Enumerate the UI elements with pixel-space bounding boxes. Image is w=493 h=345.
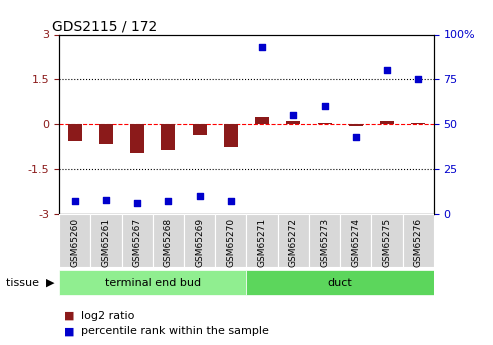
Point <box>165 199 173 204</box>
Text: GSM65272: GSM65272 <box>289 218 298 267</box>
Bar <box>286 121 300 124</box>
Text: GSM65274: GSM65274 <box>352 218 360 267</box>
Bar <box>246 214 278 267</box>
Text: percentile rank within the sample: percentile rank within the sample <box>81 326 269 336</box>
Text: GSM65269: GSM65269 <box>195 218 204 267</box>
Bar <box>371 214 403 267</box>
Bar <box>184 214 215 267</box>
Bar <box>317 123 332 124</box>
Point <box>133 200 141 206</box>
Text: duct: duct <box>328 278 352 288</box>
Bar <box>411 123 425 124</box>
Bar <box>246 270 434 295</box>
Bar <box>122 214 153 267</box>
Text: GSM65273: GSM65273 <box>320 218 329 267</box>
Text: GSM65260: GSM65260 <box>70 218 79 267</box>
Text: GSM65268: GSM65268 <box>164 218 173 267</box>
Bar <box>255 117 269 124</box>
Text: GSM65267: GSM65267 <box>133 218 141 267</box>
Text: terminal end bud: terminal end bud <box>105 278 201 288</box>
Bar <box>224 124 238 147</box>
Point <box>196 193 204 199</box>
Point <box>414 77 422 82</box>
Bar <box>68 124 82 141</box>
Text: GSM65271: GSM65271 <box>258 218 267 267</box>
Bar <box>99 124 113 144</box>
Text: GSM65275: GSM65275 <box>383 218 391 267</box>
Bar <box>153 214 184 267</box>
Text: ■: ■ <box>64 311 74 321</box>
Bar <box>215 214 246 267</box>
Point <box>289 112 297 118</box>
Bar <box>161 124 176 150</box>
Text: GSM65270: GSM65270 <box>226 218 235 267</box>
Bar <box>349 124 363 126</box>
Bar <box>340 214 371 267</box>
Point <box>258 44 266 50</box>
Point <box>320 104 328 109</box>
Text: GDS2115 / 172: GDS2115 / 172 <box>52 19 157 33</box>
Bar <box>130 124 144 152</box>
Text: tissue  ▶: tissue ▶ <box>6 278 54 288</box>
Text: GSM65261: GSM65261 <box>102 218 110 267</box>
Bar <box>193 124 207 135</box>
Bar <box>403 214 434 267</box>
Point <box>71 199 79 204</box>
Point <box>383 68 391 73</box>
Bar <box>90 214 122 267</box>
Point <box>227 199 235 204</box>
Point <box>352 134 360 139</box>
Text: log2 ratio: log2 ratio <box>81 311 135 321</box>
Bar <box>59 270 246 295</box>
Bar <box>59 214 90 267</box>
Bar <box>278 214 309 267</box>
Bar <box>380 121 394 124</box>
Text: ■: ■ <box>64 326 74 336</box>
Text: GSM65276: GSM65276 <box>414 218 423 267</box>
Bar <box>309 214 340 267</box>
Point <box>102 197 110 202</box>
